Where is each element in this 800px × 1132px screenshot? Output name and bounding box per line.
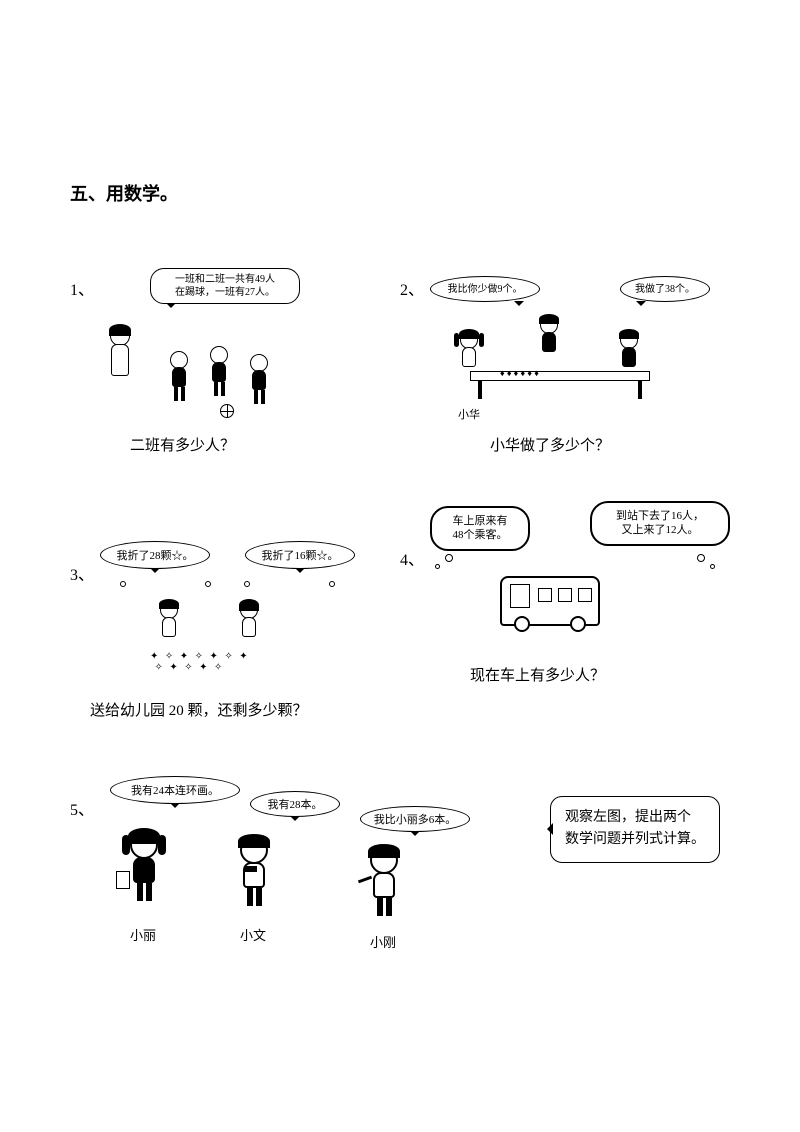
problem-number: 4、 [400,546,424,570]
ball-icon [220,404,234,418]
thought-bubble: 到站下去了16人， 又上来了12人。 [590,501,730,546]
problem-number: 1、 [70,276,94,300]
kid-figure [540,316,558,352]
problem-2: 2、 我比你少做9个。 我做了38个。 ♦ ♦ ♦ ♦ ♦ ♦ [400,276,720,455]
question-text: 送给幼儿园 20 颗，还剩多少颗？ [90,699,370,720]
hint-box: 观察左图，提出两个 数学问题并列式计算。 [550,796,720,863]
kid-figure [210,346,228,396]
problem-4: 4、 车上原来有 48个乘客。 到站下去了16人， 又上来了12人。 现在车上有… [400,506,730,685]
problem-number: 5、 [70,796,94,820]
thought-bubble: 车上原来有 48个乘客。 [430,506,530,551]
name-label: 小刚 [370,932,396,951]
speech-bubble: 我有28本。 [250,791,340,817]
problem-number: 3、 [70,561,94,585]
kid-figure [130,831,158,901]
speech-bubble: 一班和二班一共有49人 在踢球，一班有27人。 [150,268,300,304]
question-text: 二班有多少人？ [130,434,350,455]
problem-1: 1、 一班和二班一共有49人 在踢球，一班有27人。 [70,276,350,455]
kid-figure [240,601,258,637]
speech-bubble: 我有24本连环画。 [110,776,240,804]
name-label: 小文 [240,925,266,944]
bus-icon [500,576,600,626]
kid-figure [250,354,268,404]
kid-figure [240,836,268,906]
speech-bubble: 我折了28颗☆。 [100,541,210,569]
question-text: 小华做了多少个？ [490,434,720,455]
speech-bubble: 我折了16颗☆。 [245,541,355,569]
name-label: 小华 [458,406,480,422]
section-title: 五、用数学。 [70,180,730,206]
kid-figure [370,846,398,916]
kid-figure [160,601,178,637]
kid-figure [620,331,638,367]
problem-5: 5、 我有24本连环画。 我有28本。 我比小丽多6本。 小丽 [70,776,730,956]
question-text: 现在车上有多少人？ [470,664,730,685]
kid-figure [460,331,478,367]
speech-bubble: 我比小丽多6本。 [360,806,470,832]
speech-bubble: 我比你少做9个。 [430,276,540,302]
teacher-figure [110,326,130,376]
name-label: 小丽 [130,925,156,944]
speech-bubble: 我做了38个。 [620,276,710,302]
kid-figure [170,351,188,401]
problem-3: 3、 我折了28颗☆。 我折了16颗☆。 ✦ ✧ ✦ ✧ ✦ ✧ ✦ ✧ ✦ ✧… [70,531,370,720]
stars-icon: ✦ ✧ ✦ ✧ ✦ ✧ ✦ ✧ ✦ ✧ ✦ ✧ [150,651,250,673]
problem-number: 2、 [400,276,424,300]
